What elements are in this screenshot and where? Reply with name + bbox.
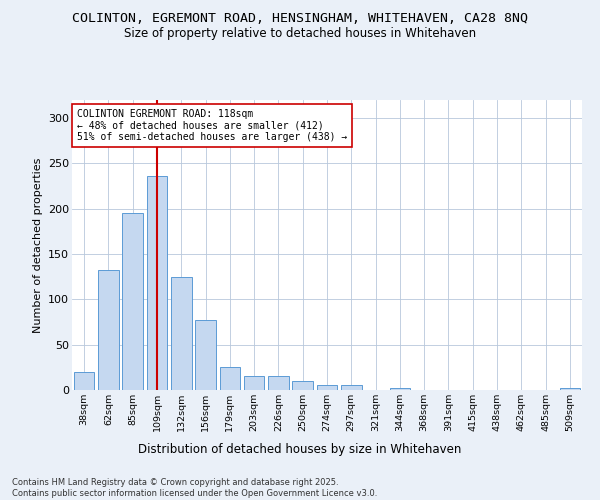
Text: Contains HM Land Registry data © Crown copyright and database right 2025.
Contai: Contains HM Land Registry data © Crown c…: [12, 478, 377, 498]
Bar: [268, 376, 289, 390]
Bar: [74, 372, 94, 390]
Bar: [146, 176, 167, 390]
Bar: [122, 214, 143, 390]
Text: COLINTON EGREMONT ROAD: 118sqm
← 48% of detached houses are smaller (412)
51% of: COLINTON EGREMONT ROAD: 118sqm ← 48% of …: [77, 108, 347, 142]
Bar: [98, 270, 119, 390]
Text: Size of property relative to detached houses in Whitehaven: Size of property relative to detached ho…: [124, 28, 476, 40]
Bar: [292, 381, 313, 390]
Y-axis label: Number of detached properties: Number of detached properties: [32, 158, 43, 332]
Bar: [560, 388, 580, 390]
Text: COLINTON, EGREMONT ROAD, HENSINGHAM, WHITEHAVEN, CA28 8NQ: COLINTON, EGREMONT ROAD, HENSINGHAM, WHI…: [72, 12, 528, 26]
Bar: [389, 388, 410, 390]
Bar: [341, 384, 362, 390]
Text: Distribution of detached houses by size in Whitehaven: Distribution of detached houses by size …: [139, 442, 461, 456]
Bar: [244, 376, 265, 390]
Bar: [220, 368, 240, 390]
Bar: [171, 276, 191, 390]
Bar: [317, 384, 337, 390]
Bar: [195, 320, 216, 390]
